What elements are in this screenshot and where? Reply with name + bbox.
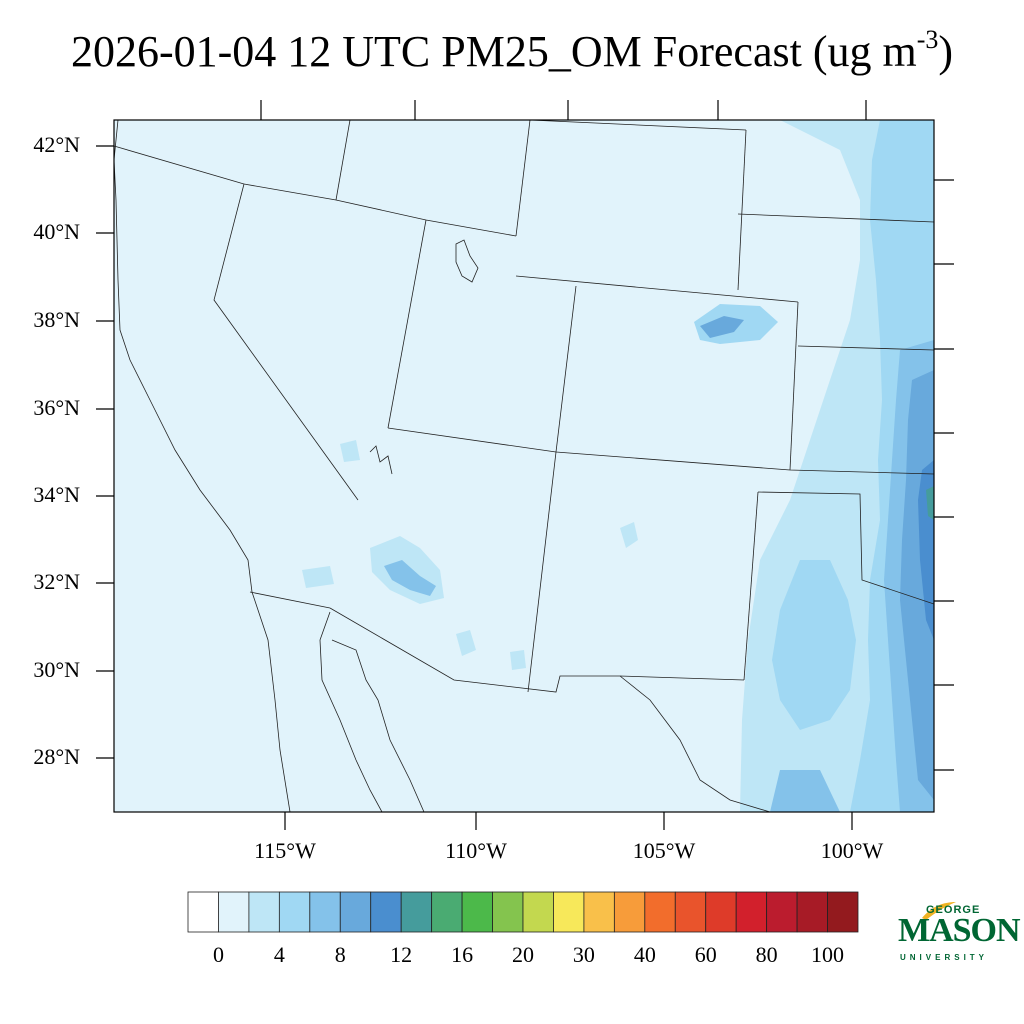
colorbar-tick-label: 30 — [572, 942, 595, 967]
lat-label-38: 38°N — [33, 307, 80, 332]
colorbar-tick-label: 16 — [451, 942, 474, 967]
lat-label-28: 28°N — [33, 744, 80, 769]
colorbar-tick-label: 12 — [390, 942, 413, 967]
contour-blob-gulf — [770, 770, 840, 812]
lat-label-34: 34°N — [33, 482, 80, 507]
contour-blob-texas — [772, 560, 856, 730]
colorbar-swatch — [583, 891, 615, 933]
border-wy-east — [737, 129, 747, 291]
colorbar-swatch — [400, 891, 433, 933]
lon-label-105w: 105°W — [632, 838, 696, 863]
right-ticks — [934, 179, 954, 771]
colorbar-swatch — [339, 891, 372, 933]
colorbar-tick-label: 20 — [512, 942, 534, 967]
contour-blob-arizona-core — [384, 560, 436, 596]
border-rio-grande — [619, 675, 771, 812]
border-az-mx — [329, 607, 620, 693]
colorbar-swatch — [796, 891, 828, 933]
boundary-lines — [114, 120, 934, 812]
colorbar-swatch — [766, 891, 798, 933]
border-id-ut — [243, 183, 517, 237]
colorbar-tick-label: 60 — [694, 942, 717, 967]
colorbar-swatch — [461, 891, 493, 933]
border-or-ca — [114, 145, 245, 185]
great-salt-lake — [455, 239, 479, 283]
colorado-river — [369, 445, 393, 475]
colorbar — [187, 891, 859, 933]
colorbar-swatch — [735, 891, 768, 933]
coastline-gulf-of-california — [331, 639, 425, 812]
contour-blob-small-1 — [620, 522, 638, 548]
lat-label-30: 30°N — [33, 657, 80, 682]
colorbar-swatch — [278, 891, 311, 933]
colorbar-swatch — [613, 891, 646, 933]
lat-label-40: 40°N — [33, 219, 80, 244]
lon-ticks — [284, 812, 853, 830]
colorbar-swatch — [827, 891, 859, 933]
lon-label-100w: 100°W — [820, 838, 884, 863]
border-wy-north — [529, 120, 747, 131]
contour-blob-small-4 — [302, 566, 334, 588]
map-title: 2026-01-04 12 UTC PM25_OM Forecast (ug m… — [70, 25, 954, 76]
lat-label-36: 36°N — [33, 395, 80, 420]
map-frame — [113, 119, 935, 813]
coastline-california — [114, 120, 291, 812]
border-wy-south — [515, 275, 799, 303]
colorbar-tick-label: 0 — [212, 942, 224, 967]
contour-blob-small-5 — [340, 440, 360, 462]
colorbar-swatch — [370, 891, 402, 933]
border-co-ks — [789, 301, 799, 471]
border-four-corners — [387, 427, 934, 475]
lon-label-115w: 115°W — [254, 838, 316, 863]
border-tx-east — [619, 675, 745, 681]
logo-mason: MASON — [898, 912, 1021, 949]
coastline-baja — [319, 611, 383, 812]
border-ks-ok — [797, 345, 934, 351]
contour-blob-colorado-core — [700, 316, 744, 338]
colorbar-swatch — [553, 891, 585, 933]
swoosh-icon — [922, 902, 956, 920]
contour-band-14 — [926, 486, 934, 520]
lat-label-42: 42°N — [33, 132, 80, 157]
lon-label-110w: 110°W — [445, 838, 507, 863]
top-ticks — [260, 100, 867, 120]
lat-ticks — [96, 145, 114, 759]
contour-blob-small-3 — [510, 650, 526, 670]
colorbar-swatch — [522, 891, 554, 933]
colorbar-swatch — [187, 891, 219, 933]
colorbar-tick-label: 40 — [633, 942, 656, 967]
border-nv-ut — [387, 219, 427, 429]
border-ok-panhandle — [757, 491, 934, 605]
colorbar-swatch — [248, 891, 280, 933]
gmu-logo: GEORGE MASON UNIVERSITY — [898, 900, 1021, 970]
border-nm-tx — [743, 491, 759, 681]
colorbar-swatch — [644, 891, 676, 933]
colorbar-swatch — [309, 891, 341, 933]
colorbar-tick-label: 4 — [273, 942, 285, 967]
colorbar-swatch — [674, 891, 707, 933]
lat-label-32: 32°N — [33, 569, 80, 594]
colorbar-swatch — [705, 891, 737, 933]
colorbar-swatch — [492, 891, 524, 933]
border-ne — [737, 213, 934, 223]
contour-fields — [302, 120, 934, 812]
colorbar-tick-label: 80 — [755, 942, 778, 967]
colorbar-swatch — [218, 891, 250, 933]
colorbar-tick-label: 100 — [811, 942, 845, 967]
contour-blob-small-2 — [456, 630, 476, 656]
logo-university: UNIVERSITY — [900, 953, 989, 962]
border-wy — [515, 120, 531, 237]
border-ca-nv — [213, 183, 359, 501]
border-mt — [335, 120, 351, 201]
logo-george: GEORGE — [926, 904, 981, 916]
colorbar-tick-label: 8 — [334, 942, 346, 967]
border-ca-mx — [249, 591, 331, 609]
colorbar-swatch — [431, 891, 463, 933]
